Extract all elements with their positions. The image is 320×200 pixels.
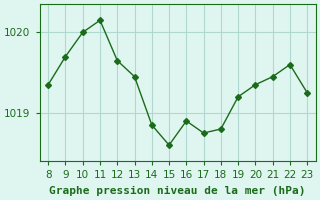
X-axis label: Graphe pression niveau de la mer (hPa): Graphe pression niveau de la mer (hPa): [50, 186, 306, 196]
